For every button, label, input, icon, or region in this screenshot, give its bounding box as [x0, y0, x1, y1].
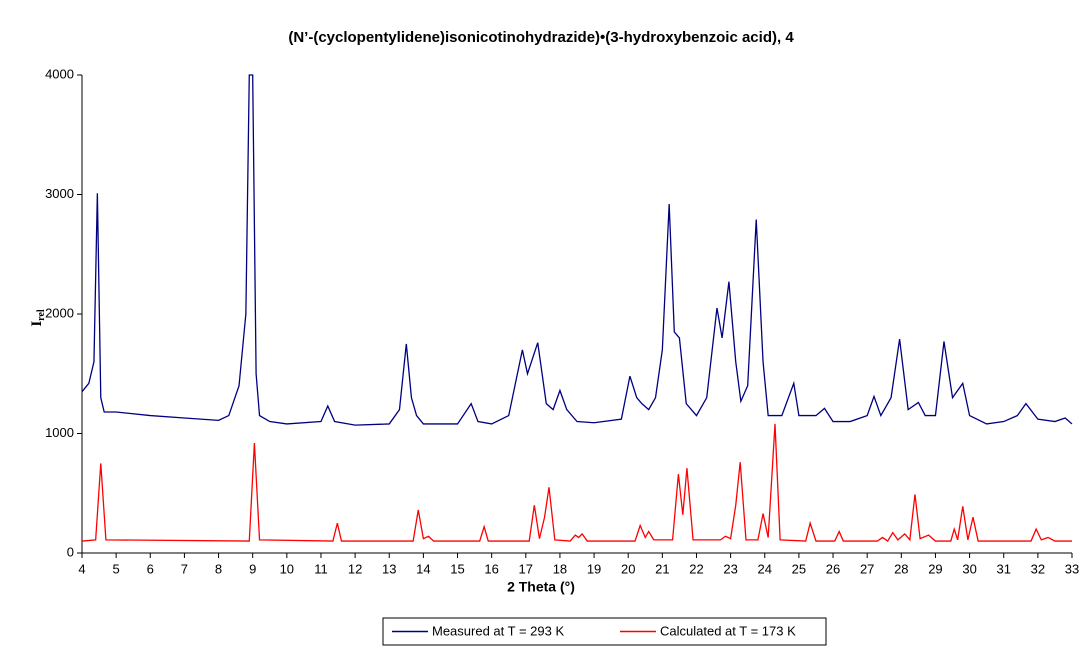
y-tick-label: 3000: [45, 186, 74, 201]
x-tick-label: 21: [655, 561, 669, 576]
legend-label: Calculated at T = 173 K: [660, 623, 796, 638]
x-tick-label: 7: [181, 561, 188, 576]
y-tick-label: 0: [67, 544, 74, 559]
x-axis-label: 2 Theta (°): [507, 579, 575, 595]
x-tick-label: 25: [792, 561, 806, 576]
x-tick-label: 15: [450, 561, 464, 576]
x-tick-label: 4: [78, 561, 85, 576]
x-tick-label: 12: [348, 561, 362, 576]
x-tick-label: 33: [1065, 561, 1079, 576]
x-tick-label: 31: [996, 561, 1010, 576]
data-line: [81, 423, 1072, 542]
x-tick-label: 8: [215, 561, 222, 576]
x-tick-label: 14: [416, 561, 430, 576]
legend-box: [382, 617, 827, 646]
x-tick-label: 11: [314, 561, 328, 576]
x-tick-label: 10: [280, 561, 294, 576]
x-tick-label: 28: [894, 561, 908, 576]
x-tick-label: 22: [689, 561, 703, 576]
y-tick-label: 4000: [45, 66, 74, 81]
x-tick-label: 30: [962, 561, 976, 576]
x-tick-label: 18: [553, 561, 567, 576]
chart-title: (N’-(cyclopentylidene)isonicotinohydrazi…: [288, 29, 794, 46]
y-axis-label: Irel: [29, 309, 47, 327]
x-tick-label: 32: [1031, 561, 1045, 576]
y-tick-label: 1000: [45, 425, 74, 440]
y-axis-label-main: I: [29, 321, 45, 327]
x-tick-label: 29: [928, 561, 942, 576]
x-tick-label: 24: [758, 561, 772, 576]
x-tick-label: 20: [621, 561, 635, 576]
x-tick-label: 27: [860, 561, 874, 576]
x-tick-label: 13: [382, 561, 396, 576]
x-tick-label: 5: [113, 561, 120, 576]
y-axis-label-sub: rel: [36, 309, 47, 321]
legend-label: Measured at T = 293 K: [432, 623, 564, 638]
x-tick-label: 26: [826, 561, 840, 576]
x-tick-label: 19: [587, 561, 601, 576]
x-tick-label: 17: [519, 561, 533, 576]
x-tick-label: 9: [249, 561, 256, 576]
x-tick-label: 23: [723, 561, 737, 576]
y-tick-label: 2000: [45, 305, 74, 320]
data-line: [81, 74, 1073, 426]
x-tick-label: 6: [147, 561, 154, 576]
x-tick-label: 16: [484, 561, 498, 576]
